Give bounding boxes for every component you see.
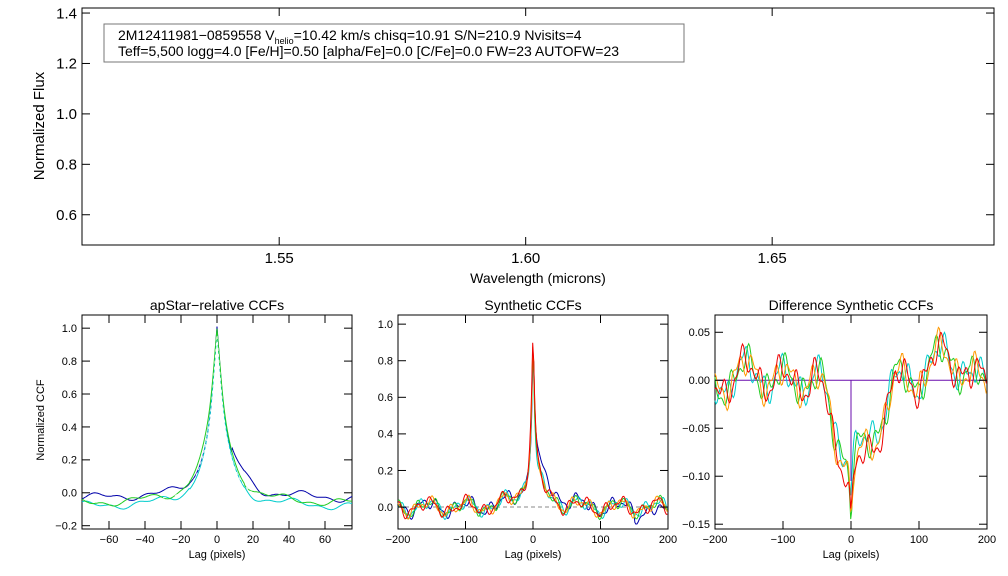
apstar-ccf-lines bbox=[81, 326, 353, 511]
difference-ccf-ytick-label: −0.05 bbox=[682, 423, 710, 435]
synthetic-ccf-xtick-label: −100 bbox=[453, 534, 478, 546]
synthetic-ccf-panel: −200 −100 0 100 200 0.0 0.2 0.4 0.6 0.8 1.0 Synthe… bbox=[378, 297, 677, 561]
spectrum-panel: 1.55 1.60 1.65 0.6 0.8 1.0 1.2 1.4 2M12411981−0… bbox=[31, 5, 995, 286]
spectrum-ytick-label: 1.0 bbox=[56, 106, 77, 123]
spectrum-xtick-label: 1.55 bbox=[265, 250, 294, 267]
synthetic-ccf-ytick-label: 0.6 bbox=[378, 392, 393, 404]
spectrum-xtick-label: 1.60 bbox=[511, 250, 540, 267]
spectrum-ytick-label: 1.4 bbox=[56, 5, 77, 22]
synthetic-ccf-xtick-label: 200 bbox=[659, 534, 677, 546]
spectrum-frame bbox=[81, 7, 995, 246]
apstar-ccf-ytick-label: 1.0 bbox=[62, 323, 77, 335]
apstar-ccf-ytick-label: 0.2 bbox=[62, 455, 77, 467]
difference-ccf-xtick-label: −100 bbox=[771, 534, 796, 546]
info-line-1: 2M12411981−0859558 Vhelio=10.42 km/s chi… bbox=[118, 27, 582, 46]
difference-ccf-title: Difference Synthetic CCFs bbox=[769, 297, 934, 313]
apstar-ccf-series bbox=[81, 328, 353, 507]
synthetic-ccf-title: Synthetic CCFs bbox=[484, 297, 581, 313]
apstar-ccf-xtick-label: −60 bbox=[100, 534, 119, 546]
difference-ccf-xtick-label: −200 bbox=[703, 534, 728, 546]
spectrum-axes: 1.55 1.60 1.65 0.6 0.8 1.0 1.2 1.4 bbox=[56, 5, 994, 267]
synthetic-ccf-xtick-label: 100 bbox=[591, 534, 609, 546]
apstar-ccf-title: apStar−relative CCFs bbox=[150, 297, 284, 313]
difference-ccf-xtick-label: 0 bbox=[848, 534, 854, 546]
difference-ccf-series bbox=[714, 326, 987, 513]
synthetic-ccf-series bbox=[397, 353, 668, 521]
spectrum-xlabel: Wavelength (microns) bbox=[470, 270, 606, 286]
difference-ccf-ytick-label: 0.05 bbox=[689, 327, 710, 339]
apstar-ccf-ytick-label: 0.4 bbox=[62, 422, 77, 434]
apstar-ccf-xtick-label: 60 bbox=[319, 534, 331, 546]
apstar-ccf-series bbox=[81, 331, 353, 511]
spectrum-ytick-label: 0.6 bbox=[56, 207, 77, 224]
difference-ccf-ytick-label: −0.10 bbox=[682, 471, 710, 483]
apstar-ccf-axes: −60 −40 −20 0 20 40 60 −0.2 0.0 0.2 0.4 0.6 0.8 1.0 bbox=[55, 315, 352, 546]
synthetic-ccf-series bbox=[397, 342, 668, 520]
apstar-ccf-ytick-label: 0.0 bbox=[62, 488, 77, 500]
info-box bbox=[103, 23, 685, 63]
synthetic-ccf-ytick-label: 1.0 bbox=[378, 319, 393, 331]
apstar-ccf-xtick-label: 0 bbox=[214, 534, 220, 546]
spectrum-ylabel: Normalized Flux bbox=[31, 71, 48, 180]
difference-ccf-series bbox=[714, 332, 987, 509]
difference-ccf-ytick-label: 0.00 bbox=[689, 375, 710, 387]
spectrum-ytick-label: 1.2 bbox=[56, 56, 77, 73]
spectrum-ytick-label: 0.8 bbox=[56, 157, 77, 174]
difference-ccf-ytick-label: −0.15 bbox=[682, 519, 710, 531]
apstar-ccf-xtick-label: −20 bbox=[172, 534, 191, 546]
apstar-ccf-ylabel: Normalized CCF bbox=[35, 379, 47, 461]
synthetic-ccf-ytick-label: 0.2 bbox=[378, 465, 393, 477]
difference-ccf-series bbox=[714, 334, 987, 520]
difference-ccf-xtick-label: 200 bbox=[978, 534, 996, 546]
apstar-ccf-dashed-overlay bbox=[162, 334, 272, 499]
apstar-ccf-xlabel: Lag (pixels) bbox=[189, 549, 246, 561]
difference-ccf-panel: −200 −100 0 100 200 −0.15 −0.10 −0.05 0.00 0.05 D… bbox=[682, 297, 996, 561]
synthetic-ccf-axes: −200 −100 0 100 200 0.0 0.2 0.4 0.6 0.8 1.0 bbox=[378, 315, 677, 546]
info-line-2: Teff=5,500 logg=4.0 [Fe/H]=0.50 [alpha/F… bbox=[118, 43, 619, 59]
difference-ccf-xtick-label: 100 bbox=[910, 534, 928, 546]
apstar-ccf-panel: −60 −40 −20 0 20 40 60 −0.2 0.0 0.2 0.4 0.6 0.8 1.0 a… bbox=[35, 297, 353, 561]
difference-ccf-xlabel: Lag (pixels) bbox=[823, 549, 880, 561]
apstar-ccf-xtick-label: 20 bbox=[247, 534, 259, 546]
apstar-ccf-ytick-label: 0.6 bbox=[62, 389, 77, 401]
apstar-ccf-series bbox=[81, 326, 353, 503]
synthetic-ccf-ytick-label: 0.4 bbox=[378, 429, 393, 441]
apstar-ccf-ytick-label: −0.2 bbox=[55, 521, 77, 533]
synthetic-ccf-ytick-label: 0.0 bbox=[378, 502, 393, 514]
apstar-ccf-xtick-label: 40 bbox=[283, 534, 295, 546]
apstar-ccf-xtick-label: −40 bbox=[136, 534, 155, 546]
difference-ccf-lines bbox=[714, 326, 987, 520]
synthetic-ccf-lines bbox=[397, 342, 668, 525]
synthetic-ccf-ytick-label: 0.8 bbox=[378, 356, 393, 368]
apstar-ccf-ytick-label: 0.8 bbox=[62, 356, 77, 368]
synthetic-ccf-series bbox=[397, 346, 668, 520]
synthetic-ccf-xtick-label: 0 bbox=[530, 534, 536, 546]
synthetic-ccf-xtick-label: −200 bbox=[386, 534, 411, 546]
synthetic-ccf-xlabel: Lag (pixels) bbox=[505, 549, 562, 561]
difference-ccf-axes: −200 −100 0 100 200 −0.15 −0.10 −0.05 0.00 0.05 bbox=[682, 315, 996, 546]
spectrum-xtick-label: 1.65 bbox=[758, 250, 787, 267]
